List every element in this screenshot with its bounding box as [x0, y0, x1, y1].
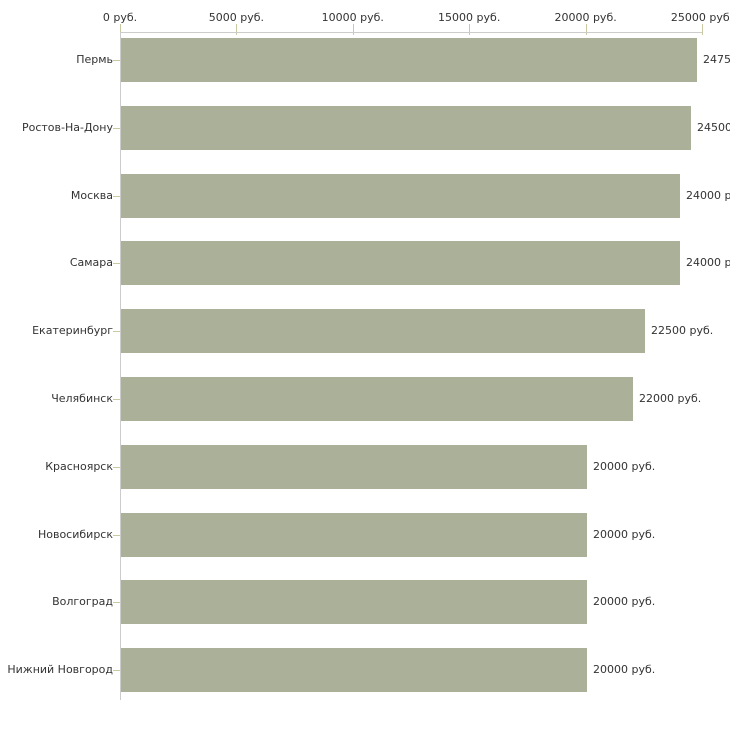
value-label: 22500 руб.	[651, 324, 714, 337]
value-label: 24500 руб.	[697, 121, 730, 134]
category-label: Самара	[69, 256, 113, 269]
x-axis-tick-label: 25000 руб.	[670, 11, 730, 24]
value-label: 20000 руб.	[593, 595, 656, 608]
bar	[121, 648, 587, 692]
x-axis-tick-label: 5000 руб.	[208, 11, 265, 24]
category-label: Пермь	[76, 53, 113, 66]
category-tick-mark	[113, 670, 120, 671]
category-label: Красноярск	[45, 460, 113, 473]
value-label: 24000 руб.	[686, 189, 730, 202]
bar	[121, 106, 691, 150]
bar	[121, 580, 587, 624]
category-tick-mark	[113, 60, 120, 61]
x-axis-tick-label: 15000 руб.	[438, 11, 501, 24]
value-label: 20000 руб.	[593, 663, 656, 676]
bar	[121, 377, 633, 421]
category-label: Москва	[70, 189, 113, 202]
category-tick-mark	[113, 467, 120, 468]
value-label: 22000 руб.	[639, 392, 702, 405]
x-axis-tick-mark	[120, 24, 121, 35]
category-label: Челябинск	[51, 392, 113, 405]
x-axis-tick-label: 0 руб.	[102, 11, 138, 24]
value-label: 24750 руб.	[703, 53, 730, 66]
category-tick-mark	[113, 263, 120, 264]
value-label: 20000 руб.	[593, 460, 656, 473]
x-axis-tick-mark	[586, 24, 587, 35]
bar	[121, 309, 645, 353]
category-tick-mark	[113, 331, 120, 332]
category-label: Новосибирск	[37, 528, 113, 541]
y-axis-line	[120, 32, 121, 700]
value-label: 20000 руб.	[593, 528, 656, 541]
category-label: Нижний Новгород	[7, 663, 113, 676]
x-axis-tick-label: 20000 руб.	[554, 11, 617, 24]
category-tick-mark	[113, 602, 120, 603]
x-axis-tick-mark	[236, 24, 237, 35]
x-axis-tick-mark	[702, 24, 703, 35]
bar	[121, 174, 680, 218]
category-tick-mark	[113, 399, 120, 400]
x-axis-tick-mark	[469, 24, 470, 35]
bar	[121, 445, 587, 489]
category-tick-mark	[113, 196, 120, 197]
category-label: Волгоград	[52, 595, 113, 608]
category-label: Ростов-На-Дону	[21, 121, 113, 134]
x-axis-tick-label: 10000 руб.	[321, 11, 384, 24]
value-label: 24000 руб.	[686, 256, 730, 269]
category-tick-mark	[113, 535, 120, 536]
x-axis-line	[120, 32, 702, 33]
category-label: Екатеринбург	[32, 324, 113, 337]
x-axis-tick-mark	[353, 24, 354, 35]
bar	[121, 241, 680, 285]
category-tick-mark	[113, 128, 120, 129]
bar	[121, 513, 587, 557]
bar	[121, 38, 697, 82]
